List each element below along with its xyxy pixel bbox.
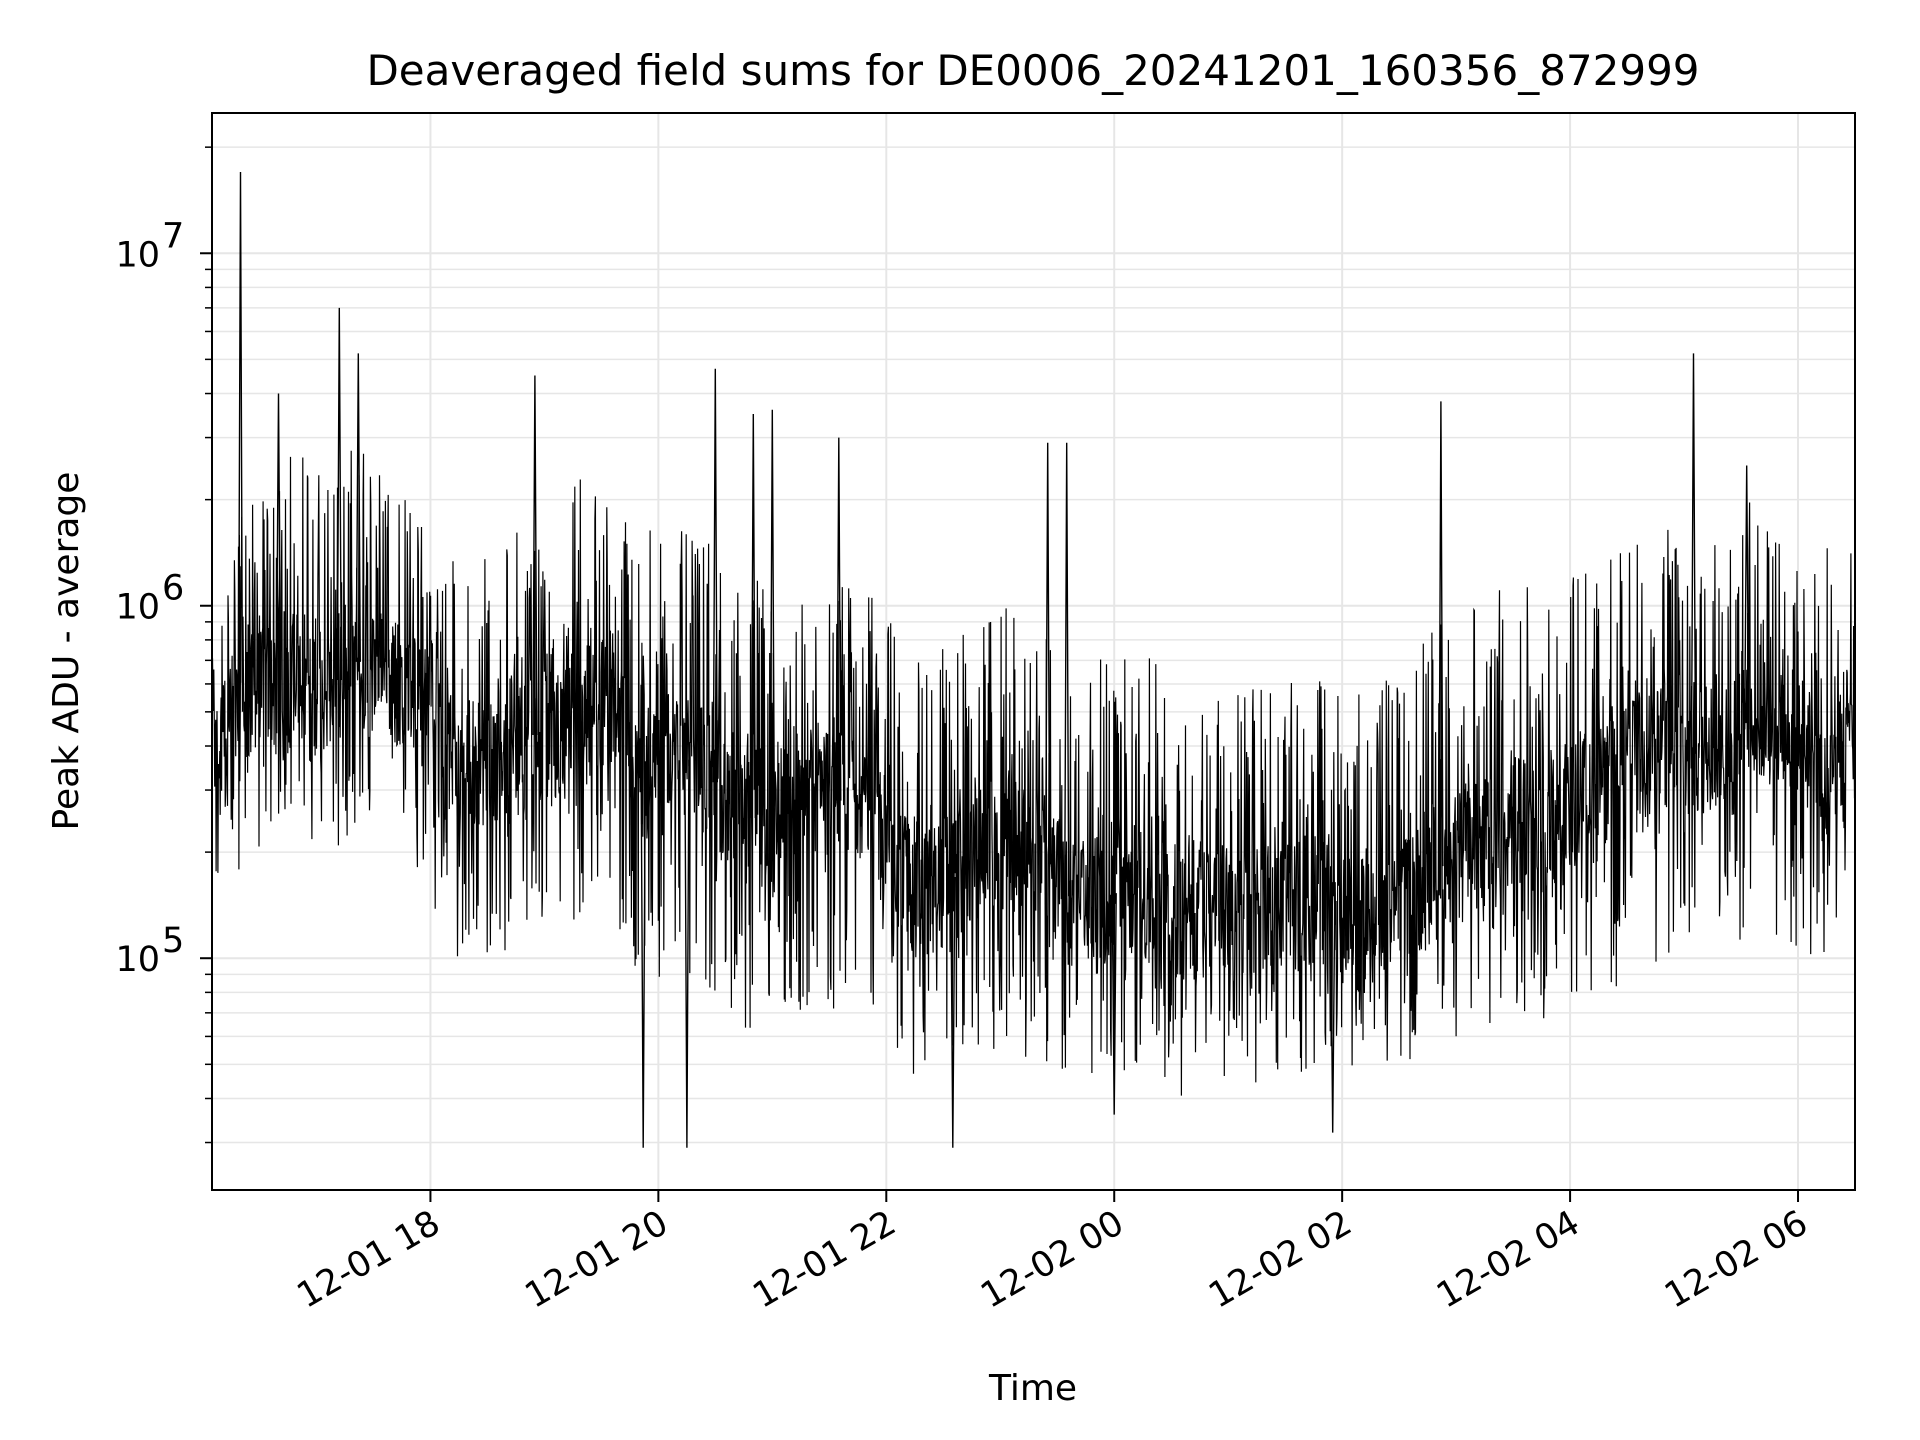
series-spike	[684, 759, 690, 1148]
plot-frame	[211, 112, 1856, 1191]
x-axis-label: Time	[988, 1368, 1077, 1409]
y-tick-label: 10	[115, 940, 160, 980]
series-spike	[1111, 893, 1117, 1115]
series-spike	[769, 409, 775, 807]
series-spike	[640, 784, 646, 1148]
y-tick-exponent: 7	[162, 216, 184, 256]
series-spike	[532, 375, 538, 736]
series-spike	[712, 368, 718, 783]
series-spike	[237, 171, 244, 712]
y-axis-label: Peak ADU - average	[46, 472, 87, 831]
chart-title: Deaveraged field sums for DE0006_2024120…	[366, 46, 1699, 95]
series-spike	[275, 393, 282, 680]
y-tick-exponent: 5	[162, 921, 184, 961]
series-spike	[750, 413, 756, 819]
series-spike	[1064, 442, 1070, 897]
y-tick-label: 10	[115, 588, 160, 628]
series-spike	[355, 353, 361, 662]
series-spike	[1330, 907, 1336, 1133]
series-spike	[1045, 442, 1051, 867]
series-line	[212, 450, 1855, 1096]
y-tick-exponent: 6	[162, 569, 184, 609]
y-tick-label: 10	[115, 235, 160, 275]
series-spike	[336, 307, 342, 681]
series-spike	[1690, 353, 1697, 754]
series-spike	[836, 437, 842, 801]
series-spike	[1438, 401, 1444, 867]
series-spike	[1744, 465, 1750, 730]
series-spike	[950, 876, 956, 1148]
plot-area	[212, 171, 1855, 1148]
